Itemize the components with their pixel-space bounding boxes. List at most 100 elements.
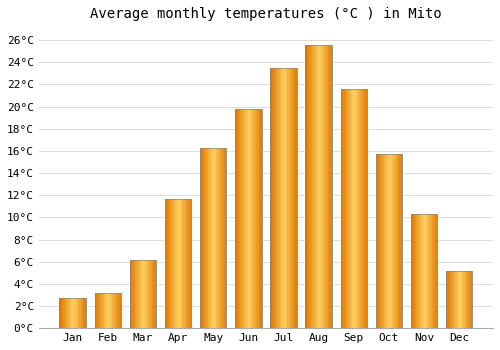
Bar (352, 89, 354, 328)
Bar (376, 154, 377, 328)
Bar (242, 109, 243, 328)
Bar (154, 259, 155, 328)
Bar (61, 298, 62, 328)
Bar (258, 109, 259, 328)
Bar (83, 298, 84, 328)
Bar (176, 198, 178, 328)
Bar (411, 214, 438, 328)
Bar (401, 154, 402, 328)
Bar (284, 68, 285, 328)
Bar (109, 293, 110, 328)
Bar (471, 271, 472, 328)
Bar (386, 154, 388, 328)
Bar (356, 89, 358, 328)
Bar (217, 148, 218, 328)
Bar (200, 148, 202, 328)
Bar (94, 293, 121, 328)
Bar (462, 271, 463, 328)
Bar (351, 89, 352, 328)
Bar (255, 109, 256, 328)
Bar (348, 89, 350, 328)
Bar (385, 154, 386, 328)
Bar (168, 198, 169, 328)
Bar (182, 198, 184, 328)
Bar (282, 68, 284, 328)
Bar (420, 214, 422, 328)
Bar (466, 271, 467, 328)
Bar (306, 44, 332, 328)
Bar (432, 214, 434, 328)
Bar (240, 109, 242, 328)
Bar (281, 68, 282, 328)
Bar (139, 259, 140, 328)
Bar (414, 214, 415, 328)
Bar (235, 109, 236, 328)
Bar (143, 259, 144, 328)
Bar (80, 298, 82, 328)
Bar (393, 154, 394, 328)
Bar (415, 214, 416, 328)
Bar (114, 293, 116, 328)
Bar (270, 68, 296, 328)
Bar (112, 293, 113, 328)
Bar (216, 148, 217, 328)
Bar (213, 148, 214, 328)
Bar (325, 44, 326, 328)
Bar (344, 89, 346, 328)
Bar (131, 259, 132, 328)
Bar (214, 148, 216, 328)
Bar (172, 198, 173, 328)
Bar (221, 148, 222, 328)
Bar (224, 148, 225, 328)
Bar (396, 154, 397, 328)
Bar (324, 44, 325, 328)
Bar (358, 89, 359, 328)
Bar (459, 271, 460, 328)
Bar (100, 293, 101, 328)
Bar (292, 68, 294, 328)
Bar (400, 154, 401, 328)
Bar (208, 148, 210, 328)
Bar (96, 293, 97, 328)
Bar (434, 214, 436, 328)
Bar (74, 298, 76, 328)
Bar (260, 109, 262, 328)
Bar (423, 214, 424, 328)
Bar (450, 271, 452, 328)
Bar (210, 148, 212, 328)
Bar (166, 198, 168, 328)
Bar (394, 154, 396, 328)
Bar (68, 298, 70, 328)
Bar (116, 293, 117, 328)
Bar (97, 293, 98, 328)
Bar (244, 109, 246, 328)
Bar (360, 89, 362, 328)
Bar (72, 298, 74, 328)
Bar (102, 293, 104, 328)
Bar (66, 298, 68, 328)
Bar (307, 44, 308, 328)
Bar (169, 198, 170, 328)
Bar (60, 298, 86, 328)
Bar (392, 154, 393, 328)
Bar (204, 148, 206, 328)
Bar (150, 259, 151, 328)
Bar (355, 89, 356, 328)
Bar (454, 271, 456, 328)
Bar (329, 44, 330, 328)
Bar (340, 89, 342, 328)
Bar (364, 89, 366, 328)
Bar (278, 68, 280, 328)
Bar (247, 109, 248, 328)
Bar (190, 198, 191, 328)
Bar (382, 154, 384, 328)
Bar (132, 259, 134, 328)
Bar (326, 44, 328, 328)
Bar (390, 154, 392, 328)
Bar (446, 271, 448, 328)
Bar (448, 271, 450, 328)
Bar (254, 109, 255, 328)
Bar (446, 271, 472, 328)
Bar (289, 68, 290, 328)
Bar (108, 293, 109, 328)
